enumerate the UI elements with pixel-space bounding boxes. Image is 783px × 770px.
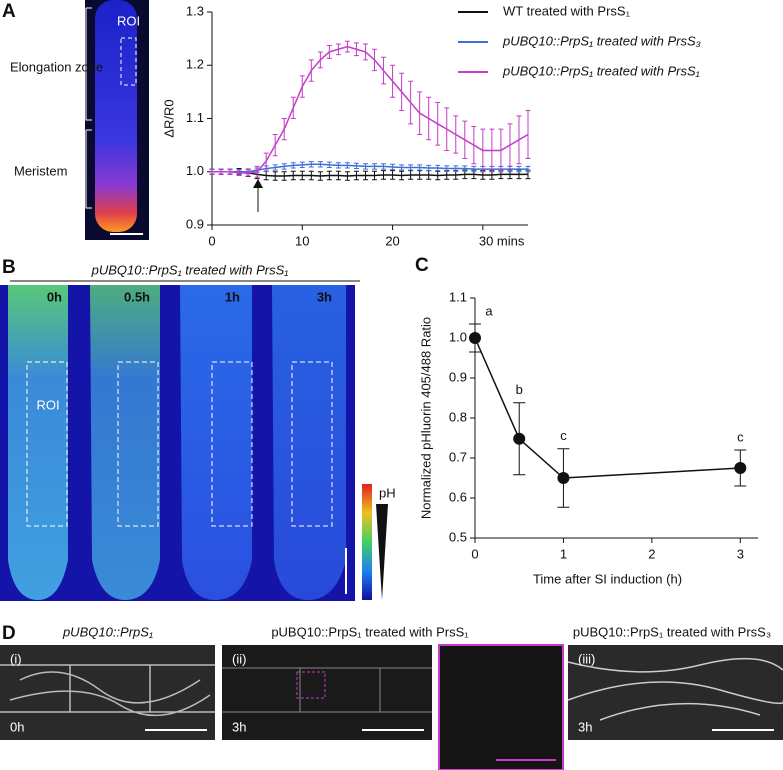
annotation: c xyxy=(737,429,744,444)
y-tick-label: 1.1 xyxy=(186,110,204,125)
micrograph xyxy=(0,645,215,740)
time-label: 3h xyxy=(317,289,332,304)
roi-box xyxy=(26,361,68,527)
panel-numeral: (ii) xyxy=(232,651,246,666)
data-line xyxy=(212,171,528,177)
time-label: 0.5h xyxy=(124,289,150,304)
time-labels: 0h 0.5h 1h 3h xyxy=(47,289,332,304)
inset xyxy=(438,644,564,770)
time-label: 0h xyxy=(47,289,62,304)
root xyxy=(180,285,252,600)
micrograph xyxy=(222,645,432,740)
legend-label: WT treated with PrsS₁ xyxy=(503,3,631,18)
inset-box xyxy=(296,671,326,699)
texture xyxy=(567,657,783,721)
y-tick-label: 1.0 xyxy=(449,329,467,344)
roi-box xyxy=(211,361,253,527)
data-point xyxy=(557,472,570,484)
x-tick-label: 10 xyxy=(295,233,309,248)
data-point xyxy=(734,462,747,474)
root xyxy=(8,285,68,600)
data-point xyxy=(469,332,481,344)
data-line xyxy=(474,337,741,479)
panel-b-images xyxy=(0,285,355,601)
data-point xyxy=(513,432,526,445)
texture xyxy=(222,667,432,713)
colorbar xyxy=(362,484,372,600)
panel-label: D xyxy=(2,623,16,644)
roi-box xyxy=(117,361,159,527)
roi-box xyxy=(291,361,333,527)
x-axis-label: Time after SI induction (h) xyxy=(533,571,682,586)
y-axis-label: Normalized pHluorin 405/488 Ratio xyxy=(418,317,433,519)
annotation: a xyxy=(485,303,493,318)
annotation: c xyxy=(560,428,567,443)
arrow-head xyxy=(253,179,263,188)
time-label: 3h xyxy=(232,719,246,734)
panel-label: B xyxy=(2,257,16,278)
ph-wedge xyxy=(376,504,388,600)
root xyxy=(95,0,137,232)
y-tick-label: 0.6 xyxy=(449,489,467,504)
annotation: b xyxy=(516,382,523,397)
time-label: 1h xyxy=(225,289,240,304)
root xyxy=(272,285,346,600)
x-tick-label: 3 xyxy=(737,546,744,561)
micrograph xyxy=(568,645,783,740)
y-tick-label: 0.9 xyxy=(449,369,467,384)
y-tick-label: 0.8 xyxy=(449,409,467,424)
x-tick-label: 30 mins xyxy=(479,233,525,248)
panel-numeral: (i) xyxy=(10,651,22,666)
panel-title: pUBQ10::PrpS₁ treated with PrsS₁ xyxy=(91,262,289,277)
zone-label: Elongation zone xyxy=(10,59,103,74)
x-tick-label: 2 xyxy=(648,546,655,561)
panel-label: A xyxy=(2,1,16,22)
legend-label: pUBQ10::PrpS₁ treated with PrsS₃ xyxy=(502,33,701,48)
panel-d-images xyxy=(0,644,783,770)
y-tick-label: 1.2 xyxy=(186,57,204,72)
y-axis-label: ΔR/R0 xyxy=(161,99,176,137)
x-tick-label: 0 xyxy=(471,546,478,561)
time-label: 0h xyxy=(10,719,24,734)
bracket xyxy=(85,129,92,209)
panel-title: pUBQ10::PrpS₁ treated with PrsS₁ xyxy=(271,624,469,639)
x-tick-label: 20 xyxy=(385,233,399,248)
zone-label: Meristem xyxy=(14,163,67,178)
y-tick-label: 1.0 xyxy=(186,163,204,178)
roi-box xyxy=(120,37,137,86)
y-tick-label: 0.9 xyxy=(186,216,204,231)
panel-numeral: (iii) xyxy=(578,651,595,666)
legend-label: pUBQ10::PrpS₁ treated with PrsS₁ xyxy=(502,63,700,78)
y-tick-label: 1.1 xyxy=(449,289,467,304)
y-tick-label: 0.5 xyxy=(449,529,467,544)
x-tick-label: 1 xyxy=(560,546,567,561)
panel-title: pUBQ10::PrpS₁ treated with PrsS₃ xyxy=(573,624,771,639)
panel-label: C xyxy=(415,255,429,276)
y-tick-label: 0.7 xyxy=(449,449,467,464)
y-tick-label: 1.3 xyxy=(186,3,204,18)
time-label: 3h xyxy=(578,719,592,734)
panel-title: pUBQ10::PrpS₁ xyxy=(62,624,153,639)
texture xyxy=(0,664,215,717)
x-tick-label: 0 xyxy=(208,233,215,248)
roi-label: ROI xyxy=(36,397,59,412)
root xyxy=(90,285,160,600)
bracket xyxy=(85,7,92,121)
roi-label: ROI xyxy=(117,13,140,28)
colorbar-label: pH xyxy=(379,485,396,500)
data-line xyxy=(212,45,529,174)
